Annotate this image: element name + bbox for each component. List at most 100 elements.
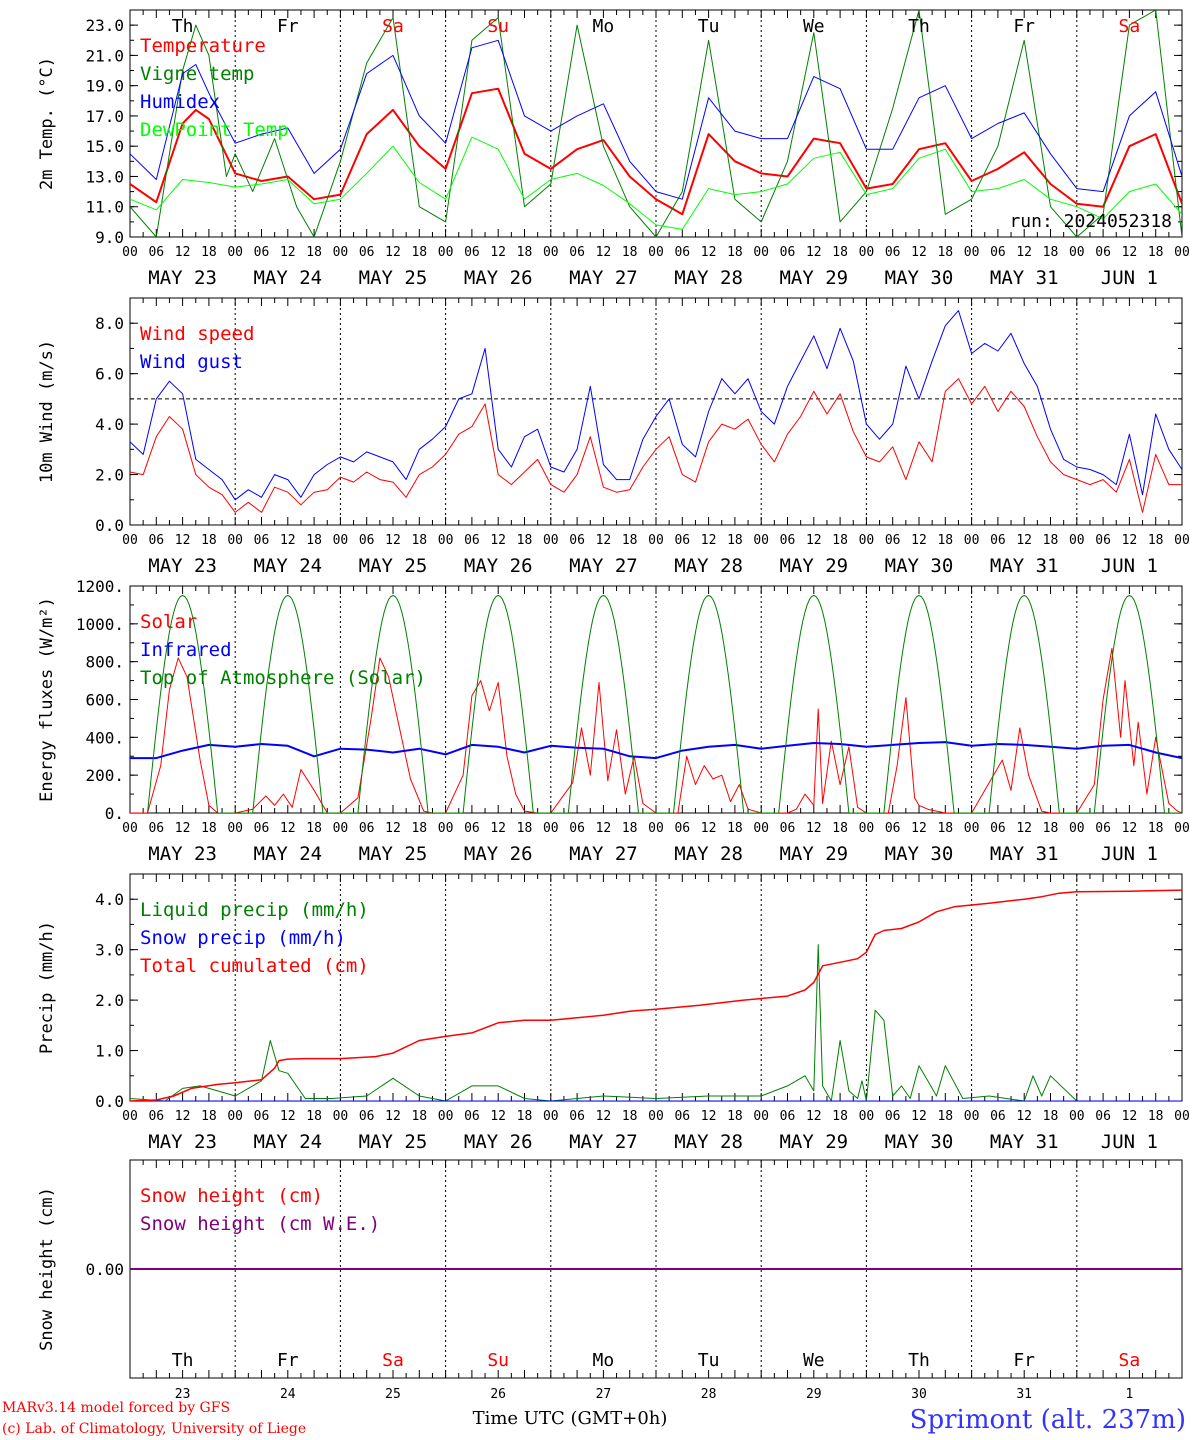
date-label: MAY 30 bbox=[885, 1131, 954, 1153]
hour-tick-label: 12 bbox=[911, 533, 927, 548]
hour-tick-label: 06 bbox=[254, 821, 270, 836]
hour-tick-label: 00 bbox=[648, 821, 664, 836]
y-tick-label: 600. bbox=[85, 691, 124, 710]
y-tick-label: 21.0 bbox=[85, 46, 124, 65]
date-label: MAY 27 bbox=[569, 843, 638, 865]
hour-tick-label: 18 bbox=[622, 533, 638, 548]
hour-tick-label: 00 bbox=[227, 245, 243, 260]
hour-tick-label: 00 bbox=[648, 245, 664, 260]
hour-tick-label: 06 bbox=[990, 245, 1006, 260]
hour-tick-label: 18 bbox=[201, 533, 217, 548]
x-axis-title: Time UTC (GMT+0h) bbox=[473, 1408, 668, 1429]
series-line bbox=[130, 136, 1182, 230]
hour-tick-label: 00 bbox=[543, 1109, 559, 1124]
hour-tick-label: 00 bbox=[1174, 1109, 1190, 1124]
hour-tick-label: 00 bbox=[1069, 533, 1085, 548]
day-of-week-label: Mo bbox=[593, 16, 615, 37]
hour-tick-label: 18 bbox=[201, 245, 217, 260]
y-tick-label: 11.0 bbox=[85, 198, 124, 217]
hour-tick-label: 12 bbox=[1122, 245, 1138, 260]
hour-tick-label: 06 bbox=[254, 245, 270, 260]
hour-tick-label: 00 bbox=[1069, 821, 1085, 836]
hour-tick-label: 18 bbox=[517, 821, 533, 836]
date-label: MAY 31 bbox=[990, 555, 1059, 577]
series-line bbox=[130, 10, 1182, 237]
hour-tick-label: 06 bbox=[359, 533, 375, 548]
hour-tick-label: 00 bbox=[543, 245, 559, 260]
date-label: MAY 26 bbox=[464, 555, 533, 577]
y-tick-label: 0.0 bbox=[95, 1092, 124, 1111]
date-label: MAY 24 bbox=[253, 267, 322, 289]
hour-tick-label: 06 bbox=[1095, 533, 1111, 548]
day-of-week-label: We bbox=[803, 16, 825, 37]
hour-tick-label: 18 bbox=[201, 1109, 217, 1124]
hour-tick-label: 18 bbox=[832, 245, 848, 260]
day-number-label: 28 bbox=[701, 1387, 717, 1402]
hour-tick-label: 06 bbox=[780, 245, 796, 260]
day-of-week-label: Th bbox=[908, 1350, 930, 1371]
hour-tick-label: 12 bbox=[280, 533, 296, 548]
hour-tick-label: 06 bbox=[359, 821, 375, 836]
day-of-week-label: Su bbox=[487, 16, 509, 37]
date-label: MAY 29 bbox=[779, 1131, 848, 1153]
hour-tick-label: 06 bbox=[885, 533, 901, 548]
day-number-label: 27 bbox=[596, 1387, 612, 1402]
hour-tick-label: 06 bbox=[674, 1109, 690, 1124]
hour-tick-label: 06 bbox=[359, 245, 375, 260]
hour-tick-label: 00 bbox=[122, 1109, 138, 1124]
series-line bbox=[130, 647, 1182, 813]
hour-tick-label: 06 bbox=[990, 821, 1006, 836]
hour-tick-label: 18 bbox=[832, 1109, 848, 1124]
hour-tick-label: 06 bbox=[674, 533, 690, 548]
hour-tick-label: 12 bbox=[1016, 821, 1032, 836]
hour-tick-label: 00 bbox=[753, 245, 769, 260]
day-of-week-label: Fr bbox=[277, 16, 299, 37]
y-tick-label: 3.0 bbox=[95, 941, 124, 960]
hour-tick-label: 12 bbox=[596, 533, 612, 548]
y-axis-label: Precip (mm/h) bbox=[37, 921, 57, 1054]
hour-tick-label: 18 bbox=[937, 533, 953, 548]
hour-tick-label: 00 bbox=[1069, 1109, 1085, 1124]
hour-tick-label: 12 bbox=[385, 533, 401, 548]
hour-tick-label: 18 bbox=[1148, 533, 1164, 548]
day-number-label: 29 bbox=[806, 1387, 822, 1402]
y-tick-label: 200. bbox=[85, 766, 124, 785]
hour-tick-label: 12 bbox=[490, 821, 506, 836]
panels: 9.011.013.015.017.019.021.023.02m Temp. … bbox=[37, 9, 1190, 1402]
y-tick-label: 19.0 bbox=[85, 77, 124, 96]
date-label: MAY 31 bbox=[990, 1131, 1059, 1153]
date-label: JUN 1 bbox=[1101, 1131, 1158, 1153]
hour-tick-label: 06 bbox=[464, 533, 480, 548]
y-axis-label: 10m Wind (m/s) bbox=[37, 340, 57, 483]
date-label: MAY 23 bbox=[148, 1131, 217, 1153]
legend-entry: Total cumulated (cm) bbox=[140, 955, 369, 977]
panel-5: 0.00 Snow height (cm) Snow height (cm) Snow… bbox=[37, 1159, 1183, 1402]
panel-frame bbox=[129, 585, 1183, 814]
hour-tick-label: 12 bbox=[175, 1109, 191, 1124]
hour-tick-label: 18 bbox=[1043, 1109, 1059, 1124]
date-label: JUN 1 bbox=[1101, 843, 1158, 865]
day-of-week-label: Th bbox=[908, 16, 930, 37]
date-label: MAY 27 bbox=[569, 555, 638, 577]
day-of-week-label: Sa bbox=[382, 16, 404, 37]
hour-tick-label: 06 bbox=[1095, 1109, 1111, 1124]
hour-tick-label: 00 bbox=[438, 1109, 454, 1124]
date-label: MAY 24 bbox=[253, 555, 322, 577]
date-label: MAY 31 bbox=[990, 267, 1059, 289]
series-line bbox=[130, 889, 1182, 1101]
series-line bbox=[130, 741, 1182, 760]
hour-tick-label: 18 bbox=[411, 245, 427, 260]
hour-tick-label: 12 bbox=[1016, 533, 1032, 548]
hour-tick-label: 06 bbox=[569, 533, 585, 548]
hour-tick-label: 06 bbox=[885, 821, 901, 836]
hour-tick-label: 12 bbox=[490, 1109, 506, 1124]
hour-tick-label: 06 bbox=[1095, 821, 1111, 836]
day-number-label: 31 bbox=[1016, 1387, 1032, 1402]
hour-tick-label: 00 bbox=[438, 245, 454, 260]
date-label: MAY 23 bbox=[148, 843, 217, 865]
hour-tick-label: 12 bbox=[701, 821, 717, 836]
date-label: MAY 25 bbox=[359, 843, 428, 865]
hour-tick-label: 18 bbox=[1043, 245, 1059, 260]
hour-tick-label: 00 bbox=[333, 1109, 349, 1124]
hour-tick-label: 06 bbox=[1095, 245, 1111, 260]
